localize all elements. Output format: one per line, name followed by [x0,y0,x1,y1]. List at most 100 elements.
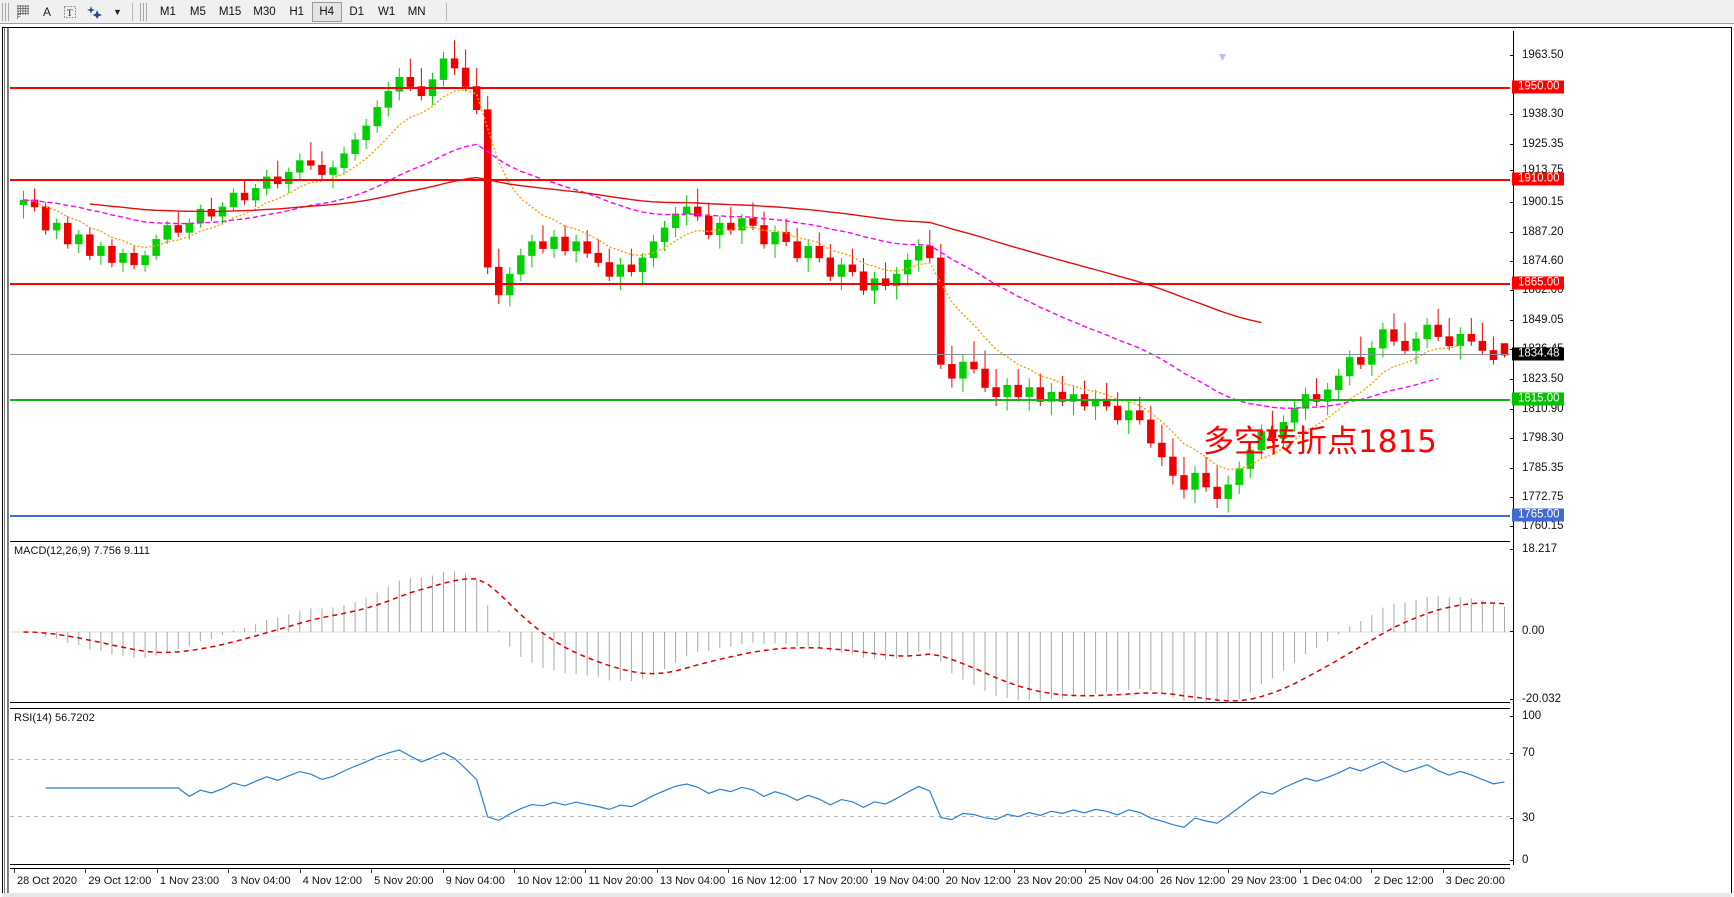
time-tick [1228,869,1230,873]
chart-annotation: 多空转折点1815 [1203,423,1437,460]
time-tick [1085,869,1087,873]
price-tick: 1798.30 [1510,432,1564,444]
level-line-resistance[interactable] [10,283,1510,286]
time-label: 11 Nov 20:00 [588,875,654,887]
timeframe-mn[interactable]: MN [407,5,426,18]
time-label: 13 Nov 04:00 [659,875,726,887]
time-tick [156,869,158,873]
time-tick [228,869,230,873]
time-label: 29 Nov 23:00 [1231,875,1297,887]
grid-icon-svg: F [17,5,29,19]
price-badge-red: 1865.00 [1512,276,1564,290]
price-tick: 1938.30 [1510,108,1564,120]
price-tick: 1849.05 [1510,314,1564,326]
macd-label: MACD(12,26,9) 7.756 9.111 [14,545,150,557]
time-tick [1442,869,1444,873]
rsi-pane[interactable]: RSI(14) 56.7202 [10,708,1510,865]
timeframe-w1[interactable]: W1 [378,5,396,18]
level-line-resistance[interactable] [10,179,1510,182]
macd-tick: 18.217 [1509,543,1557,555]
svg-text:F: F [17,15,21,19]
time-label: 29 Oct 12:00 [88,875,152,887]
price-badge-red: 1910.00 [1512,172,1564,186]
rsi-label: RSI(14) 56.7202 [14,712,95,724]
price-pane[interactable]: 多空转折点1815 [10,31,1510,538]
time-tick [1371,869,1373,873]
price-scale[interactable]: 1963.50 1938.30 1925.35 1913.75 1900.15 1887.… [1509,31,1731,866]
shapes-icon[interactable] [82,2,108,22]
time-tick [1299,869,1301,873]
chart-border: ▼ XAUUSD-,H4 1838.78 1838.78 1832.94 183… [2,27,1732,896]
timeframe-m1[interactable]: M1 [159,5,176,18]
timeframe-d1[interactable]: D1 [349,5,365,18]
timeframe-m5[interactable]: M5 [189,5,206,18]
toolbar-grip-2[interactable] [139,2,147,21]
price-tick: 1963.50 [1510,49,1564,61]
time-scale[interactable]: 28 Oct 2020 29 Oct 12:00 1 Nov 23:00 3 Nov … [10,868,1510,894]
time-label: 23 Nov 20:00 [1017,875,1083,887]
time-label: 1 Nov 23:00 [159,875,220,887]
rsi-tick: 30 [1510,812,1535,824]
time-label: 4 Nov 12:00 [302,875,363,887]
time-label: 17 Nov 20:00 [802,875,869,887]
time-tick [942,869,944,873]
time-tick [514,869,515,873]
grid-icon[interactable]: F [11,2,36,22]
macd-tick: -20.032 [1509,693,1561,705]
time-tick [871,869,873,873]
toolbar-grip-1[interactable] [2,2,9,21]
time-tick [656,869,658,873]
toolbar-divider-2 [445,2,447,21]
price-badge-black: 1834.48 [1512,347,1564,361]
time-label: 10 Nov 12:00 [517,875,583,887]
main-toolbar: F A T ▼ M1 M5 M15 M30 H1 H4 D1 W1 MN [0,0,1734,24]
timeframe-m30[interactable]: M30 [253,5,276,18]
macd-pane[interactable]: MACD(12,26,9) 7.756 9.111 [10,541,1510,705]
price-tick: 1785.35 [1510,462,1564,474]
time-tick [1156,869,1158,873]
timeframe-h1[interactable]: H1 [289,5,305,18]
time-tick [1014,869,1015,873]
level-line-resistance[interactable] [10,86,1510,89]
time-label: 5 Nov 20:00 [374,875,434,887]
price-tick: 1874.60 [1510,255,1564,267]
rsi-canvas [10,749,1510,828]
price-badge-red: 1950.00 [1512,80,1564,94]
price-badge-green: 1815.00 [1512,392,1564,406]
price-tick: 1772.75 [1510,491,1564,503]
text-box-icon[interactable]: T [58,2,82,22]
text-label-icon[interactable]: A [42,4,51,19]
time-tick [85,869,87,873]
time-tick [371,869,373,873]
status-strip [2,893,1732,897]
chevron-down-icon[interactable]: ▼ [113,6,122,17]
time-label: 19 Nov 04:00 [874,875,940,887]
level-line-support[interactable] [10,514,1510,517]
level-line-pivot[interactable] [10,399,1510,402]
level-line-current-price[interactable] [10,353,1510,355]
rsi-tick: 70 [1510,747,1535,759]
price-badge-blue: 1765.00 [1512,508,1564,522]
window-left-rail [3,28,9,895]
price-tick: 1823.50 [1510,373,1564,385]
time-label: 28 Oct 2020 [17,875,77,887]
time-label: 20 Nov 12:00 [945,875,1011,887]
timeframe-m15[interactable]: M15 [218,5,242,18]
time-label: 2 Dec 12:00 [1374,875,1434,887]
time-tick [299,869,301,873]
time-label: 1 Dec 04:00 [1302,875,1363,887]
time-label: 9 Nov 04:00 [445,875,505,887]
timeframe-group: M1 M5 M15 M30 H1 H4 D1 W1 MN [153,1,432,22]
timeframe-h4[interactable]: H4 [311,1,342,22]
macd-canvas [10,571,1510,705]
svg-text:T: T [67,8,73,18]
price-tick: 1887.20 [1510,226,1564,238]
price-chart-canvas [19,40,1509,513]
rsi-tick: 100 [1509,710,1541,722]
shapes-icon-svg [87,5,102,19]
text-box-icon-svg: T [64,5,76,18]
time-tick [728,869,730,873]
time-tick [799,869,801,873]
price-tick: 1760.15 [1510,520,1564,532]
chart-top-marker [1219,54,1226,61]
